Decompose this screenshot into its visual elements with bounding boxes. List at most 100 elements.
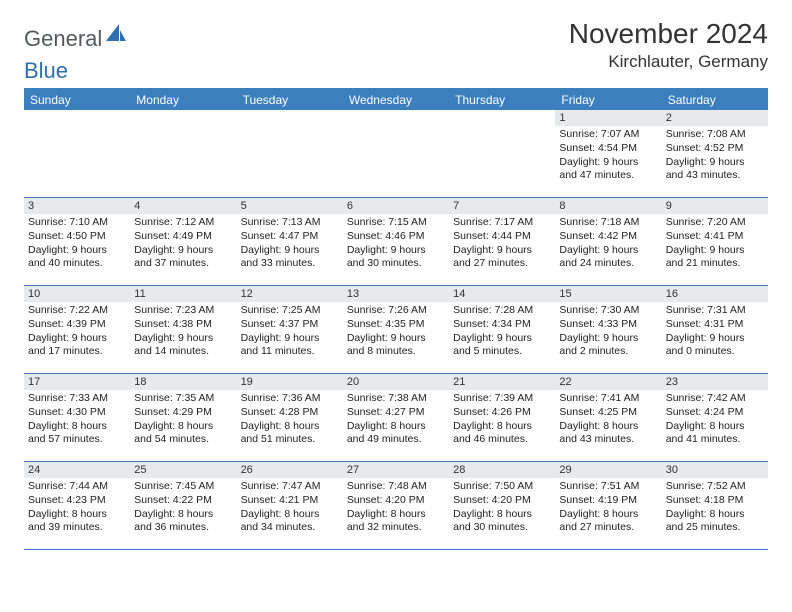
- daylight-text: Daylight: 8 hours and 32 minutes.: [347, 508, 445, 535]
- day-cell: 6 Sunrise: 7:15 AMSunset: 4:46 PMDaylight…: [343, 198, 449, 286]
- day-cell: 29Sunrise: 7:51 AMSunset: 4:19 PMDayligh…: [555, 462, 661, 550]
- daylight-text: Daylight: 8 hours and 25 minutes.: [666, 508, 764, 535]
- day-cell: 13Sunrise: 7:26 AMSunset: 4:35 PMDayligh…: [343, 286, 449, 374]
- daylight-text: Daylight: 8 hours and 36 minutes.: [134, 508, 232, 535]
- daylight-text: Daylight: 9 hours and 37 minutes.: [134, 244, 232, 271]
- day-number: 2: [662, 110, 768, 126]
- sunrise-text: Sunrise: 7:47 AM: [241, 480, 339, 494]
- sunrise-text: Sunrise: 7:18 AM: [559, 216, 657, 230]
- sunset-text: Sunset: 4:25 PM: [559, 406, 657, 420]
- sunrise-text: Sunrise: 7:42 AM: [666, 392, 764, 406]
- day-number: 14: [449, 286, 555, 302]
- sunrise-text: Sunrise: 7:28 AM: [453, 304, 551, 318]
- day-number: 10: [24, 286, 130, 302]
- daylight-text: Daylight: 9 hours and 17 minutes.: [28, 332, 126, 359]
- day-number: 15: [555, 286, 661, 302]
- day-cell: 17Sunrise: 7:33 AMSunset: 4:30 PMDayligh…: [24, 374, 130, 462]
- sunset-text: Sunset: 4:46 PM: [347, 230, 445, 244]
- sunset-text: Sunset: 4:20 PM: [453, 494, 551, 508]
- weekday-sat: Saturday: [662, 90, 768, 110]
- daylight-text: Daylight: 9 hours and 30 minutes.: [347, 244, 445, 271]
- daylight-text: Daylight: 8 hours and 51 minutes.: [241, 420, 339, 447]
- day-number: 19: [237, 374, 343, 390]
- day-cell: 18Sunrise: 7:35 AMSunset: 4:29 PMDayligh…: [130, 374, 236, 462]
- month-title: November 2024: [569, 18, 768, 50]
- day-number: 12: [237, 286, 343, 302]
- day-cell: 23Sunrise: 7:42 AMSunset: 4:24 PMDayligh…: [662, 374, 768, 462]
- day-number: 7: [449, 198, 555, 214]
- day-cell: [130, 110, 236, 198]
- day-cell: 30Sunrise: 7:52 AMSunset: 4:18 PMDayligh…: [662, 462, 768, 550]
- day-number: 25: [130, 462, 236, 478]
- day-number: 26: [237, 462, 343, 478]
- sunset-text: Sunset: 4:24 PM: [666, 406, 764, 420]
- day-cell: 4Sunrise: 7:12 AMSunset: 4:49 PMDaylight…: [130, 198, 236, 286]
- day-cell: 15Sunrise: 7:30 AMSunset: 4:33 PMDayligh…: [555, 286, 661, 374]
- day-number: 28: [449, 462, 555, 478]
- daylight-text: Daylight: 9 hours and 47 minutes.: [559, 156, 657, 183]
- day-cell: 7Sunrise: 7:17 AMSunset: 4:44 PMDaylight…: [449, 198, 555, 286]
- logo: General: [24, 18, 126, 53]
- day-cell: 19 Sunrise: 7:36 AMSunset: 4:28 PMDayligh…: [237, 374, 343, 462]
- day-number: 5: [237, 198, 343, 214]
- weekday-thu: Thursday: [449, 90, 555, 110]
- sunset-text: Sunset: 4:50 PM: [28, 230, 126, 244]
- daylight-text: Daylight: 9 hours and 5 minutes.: [453, 332, 551, 359]
- daylight-text: Daylight: 9 hours and 24 minutes.: [559, 244, 657, 271]
- daylight-text: Daylight: 9 hours and 8 minutes.: [347, 332, 445, 359]
- daylight-text: Daylight: 8 hours and 39 minutes.: [28, 508, 126, 535]
- sunrise-text: Sunrise: 7:07 AM: [559, 128, 657, 142]
- day-number: 1: [555, 110, 661, 126]
- logo-text-blue: Blue: [24, 58, 68, 84]
- day-number: 27: [343, 462, 449, 478]
- sunrise-text: Sunrise: 7:41 AM: [559, 392, 657, 406]
- sunset-text: Sunset: 4:29 PM: [134, 406, 232, 420]
- day-cell: 9Sunrise: 7:20 AMSunset: 4:41 PMDaylight…: [662, 198, 768, 286]
- sunset-text: Sunset: 4:34 PM: [453, 318, 551, 332]
- day-number: 6: [343, 198, 449, 214]
- day-cell: 20Sunrise: 7:38 AMSunset: 4:27 PMDayligh…: [343, 374, 449, 462]
- day-number: 13: [343, 286, 449, 302]
- daylight-text: Daylight: 8 hours and 34 minutes.: [241, 508, 339, 535]
- sunrise-text: Sunrise: 7:22 AM: [28, 304, 126, 318]
- day-number: 3: [24, 198, 130, 214]
- sunset-text: Sunset: 4:21 PM: [241, 494, 339, 508]
- day-number: 11: [130, 286, 236, 302]
- daylight-text: Daylight: 9 hours and 33 minutes.: [241, 244, 339, 271]
- sunset-text: Sunset: 4:37 PM: [241, 318, 339, 332]
- sunset-text: Sunset: 4:41 PM: [666, 230, 764, 244]
- sunrise-text: Sunrise: 7:39 AM: [453, 392, 551, 406]
- sunset-text: Sunset: 4:18 PM: [666, 494, 764, 508]
- sunrise-text: Sunrise: 7:17 AM: [453, 216, 551, 230]
- day-cell: [237, 110, 343, 198]
- daylight-text: Daylight: 9 hours and 27 minutes.: [453, 244, 551, 271]
- day-number: 8: [555, 198, 661, 214]
- sunset-text: Sunset: 4:35 PM: [347, 318, 445, 332]
- sunrise-text: Sunrise: 7:23 AM: [134, 304, 232, 318]
- sunrise-text: Sunrise: 7:13 AM: [241, 216, 339, 230]
- weekday-header: Sunday Monday Tuesday Wednesday Thursday…: [24, 90, 768, 110]
- day-number: 24: [24, 462, 130, 478]
- sunrise-text: Sunrise: 7:38 AM: [347, 392, 445, 406]
- day-cell: 24Sunrise: 7:44 AMSunset: 4:23 PMDayligh…: [24, 462, 130, 550]
- sunset-text: Sunset: 4:38 PM: [134, 318, 232, 332]
- sunset-text: Sunset: 4:28 PM: [241, 406, 339, 420]
- daylight-text: Daylight: 9 hours and 14 minutes.: [134, 332, 232, 359]
- sunset-text: Sunset: 4:31 PM: [666, 318, 764, 332]
- sunrise-text: Sunrise: 7:48 AM: [347, 480, 445, 494]
- day-cell: 21Sunrise: 7:39 AMSunset: 4:26 PMDayligh…: [449, 374, 555, 462]
- sunset-text: Sunset: 4:39 PM: [28, 318, 126, 332]
- day-number: 16: [662, 286, 768, 302]
- daylight-text: Daylight: 8 hours and 57 minutes.: [28, 420, 126, 447]
- sunrise-text: Sunrise: 7:15 AM: [347, 216, 445, 230]
- sunrise-text: Sunrise: 7:50 AM: [453, 480, 551, 494]
- daylight-text: Daylight: 9 hours and 0 minutes.: [666, 332, 764, 359]
- sunrise-text: Sunrise: 7:36 AM: [241, 392, 339, 406]
- sail-icon: [106, 24, 126, 47]
- day-number: 4: [130, 198, 236, 214]
- daylight-text: Daylight: 8 hours and 43 minutes.: [559, 420, 657, 447]
- weekday-mon: Monday: [130, 90, 236, 110]
- weekday-wed: Wednesday: [343, 90, 449, 110]
- logo-text-general: General: [24, 26, 102, 52]
- sunset-text: Sunset: 4:47 PM: [241, 230, 339, 244]
